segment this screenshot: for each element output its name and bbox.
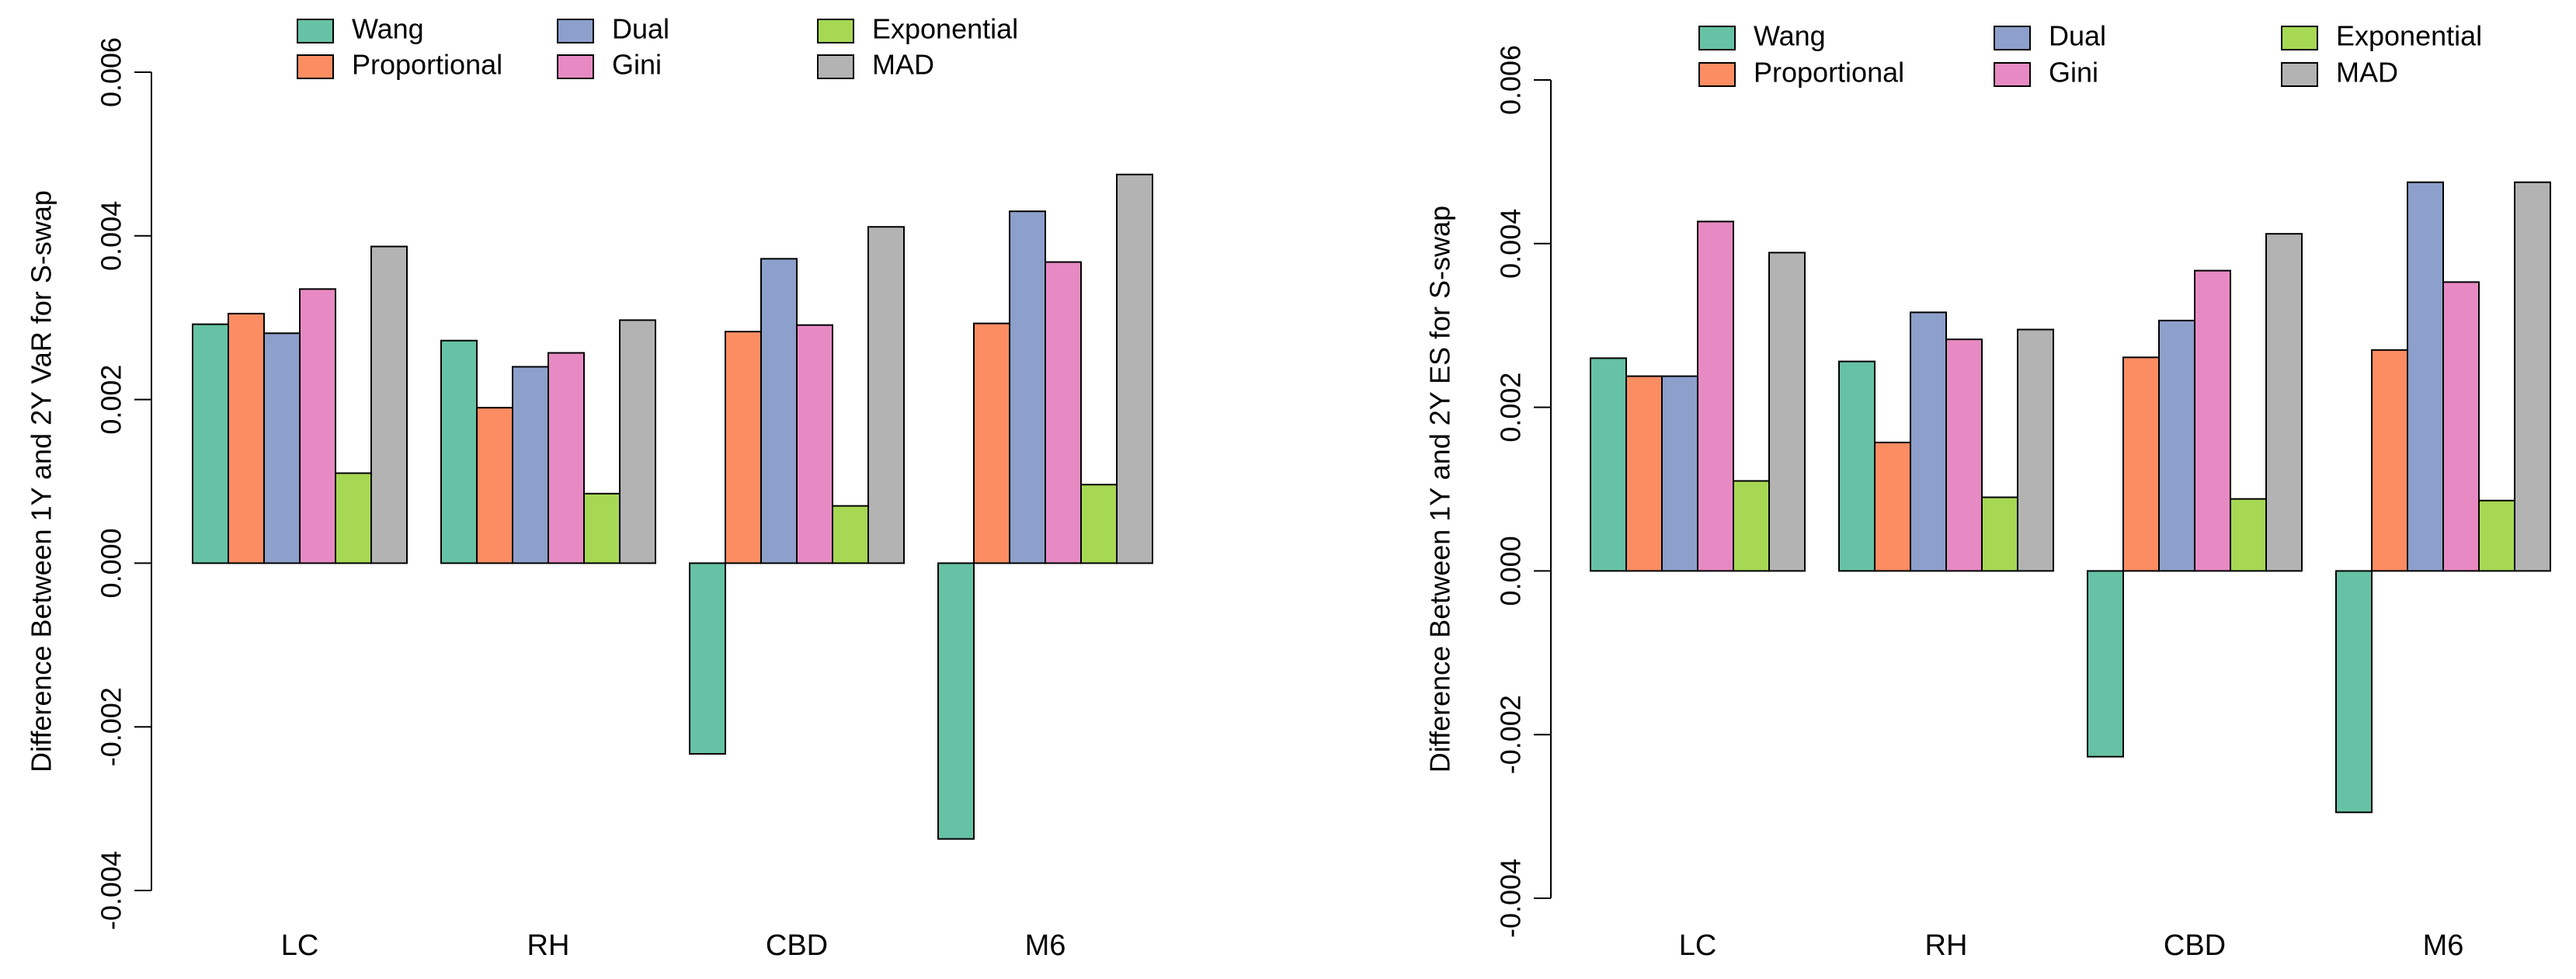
legend: Wang Dual Exponential Proportional Gini MAD (1698, 20, 2482, 89)
x-category-label: M6 (1025, 929, 1066, 962)
bar-exponential-lc (335, 472, 372, 564)
bar-dual-lc (1661, 375, 1698, 572)
legend-swatch-gini (1994, 62, 2031, 87)
x-category-label: LC (1679, 929, 1717, 962)
bar-mad-m6 (2514, 181, 2551, 572)
bar-dual-cbd (2158, 319, 2195, 572)
bar-mad-cbd (867, 226, 905, 564)
legend-swatch-exponential (2281, 26, 2318, 50)
bar-gini-rh (548, 352, 585, 564)
bar-dual-cbd (760, 258, 798, 564)
legend-swatch-gini (557, 54, 594, 79)
bar-exponential-rh (583, 492, 621, 564)
var-chart-panel: -0.004 -0.002 0.000 0.002 0.004 0.006 Differen… (26, 13, 1153, 962)
bar-gini-m6 (2442, 281, 2480, 572)
bar-proportional-lc (1625, 375, 1663, 572)
x-category-label: CBD (766, 929, 828, 962)
legend-swatch-proportional (297, 54, 334, 79)
x-category-label: M6 (2423, 929, 2464, 962)
y-axis-title: Difference Between 1Y and 2Y ES for S-sw… (1424, 206, 1456, 772)
x-category-label: RH (527, 929, 570, 962)
legend-swatch-mad (2281, 62, 2318, 87)
y-tick-label: -0.004 (1495, 859, 1527, 938)
legend-label-dual: Dual (612, 13, 669, 45)
legend-label-mad: MAD (2336, 57, 2398, 89)
bar-gini-cbd (796, 324, 833, 564)
x-category-label: RH (1925, 929, 1968, 962)
x-category-label: LC (281, 929, 319, 962)
legend-label-proportional: Proportional (352, 49, 502, 81)
legend-label-mad: MAD (872, 49, 934, 81)
bar-proportional-cbd (725, 331, 762, 564)
legend: Wang Dual Exponential Proportional Gini MAD (297, 13, 1018, 81)
y-tick-label: 0.004 (96, 201, 127, 271)
bar-wang-rh (1838, 360, 1876, 572)
legend-label-exponential: Exponential (872, 13, 1018, 45)
legend-label-exponential: Exponential (2336, 20, 2482, 52)
legend-label-gini: Gini (2049, 57, 2098, 89)
bar-exponential-rh (1981, 496, 2018, 572)
legend-swatch-wang (1698, 26, 1736, 50)
y-tick-label: 0.000 (96, 528, 127, 598)
legend-swatch-exponential (817, 19, 854, 43)
bar-dual-rh (1910, 311, 1947, 572)
x-category-label: CBD (2164, 929, 2226, 962)
bar-wang-m6 (937, 562, 975, 840)
bar-proportional-m6 (973, 322, 1010, 564)
bar-proportional-lc (228, 312, 265, 564)
bar-dual-lc (263, 332, 301, 564)
bar-exponential-m6 (1080, 484, 1118, 564)
bar-mad-rh (2017, 328, 2054, 572)
bar-wang-lc (1590, 357, 1627, 572)
y-tick-label: 0.000 (1495, 536, 1527, 606)
legend-swatch-wang (297, 19, 334, 43)
bar-exponential-lc (1733, 480, 1770, 572)
bar-gini-rh (1945, 338, 1983, 572)
bar-dual-m6 (1009, 210, 1046, 564)
y-axis-title: Difference Between 1Y and 2Y VaR for S-s… (26, 190, 57, 772)
bar-gini-cbd (2194, 269, 2231, 572)
bar-wang-m6 (2335, 570, 2373, 814)
y-tick-label: 0.002 (96, 365, 127, 435)
legend-swatch-proportional (1698, 62, 1736, 87)
legend-label-wang: Wang (1754, 20, 1826, 52)
es-chart-panel: -0.004 -0.002 0.000 0.002 0.004 0.006 Differen… (1424, 20, 2551, 962)
y-tick-label: 0.006 (1495, 45, 1527, 115)
bar-wang-cbd (689, 562, 726, 755)
bar-exponential-cbd (832, 505, 869, 564)
bar-gini-lc (299, 288, 336, 564)
bar-exponential-m6 (2478, 499, 2515, 572)
y-tick-label: 0.006 (96, 37, 127, 107)
legend-label-gini: Gini (612, 49, 662, 81)
bar-gini-lc (1697, 220, 1734, 572)
bar-exponential-cbd (2230, 498, 2267, 572)
bar-proportional-rh (1874, 441, 1911, 572)
bar-mad-rh (619, 319, 656, 564)
bar-mad-lc (1768, 252, 1806, 572)
y-tick-label: 0.002 (1495, 373, 1527, 443)
bar-gini-m6 (1045, 261, 1082, 564)
bar-wang-lc (192, 323, 229, 564)
legend-label-wang: Wang (352, 13, 424, 45)
bar-wang-rh (440, 339, 478, 564)
bar-wang-cbd (2087, 570, 2124, 758)
bar-proportional-m6 (2371, 349, 2408, 572)
bar-mad-m6 (1116, 173, 1153, 564)
bar-mad-cbd (2265, 233, 2303, 572)
legend-swatch-dual (557, 19, 594, 43)
bar-proportional-cbd (2122, 356, 2160, 572)
legend-label-dual: Dual (2049, 20, 2106, 52)
y-tick-label: -0.004 (96, 851, 127, 930)
legend-swatch-mad (817, 54, 854, 79)
bar-dual-rh (512, 366, 549, 564)
legend-label-proportional: Proportional (1754, 57, 1904, 89)
bar-dual-m6 (2407, 181, 2444, 572)
y-tick-label: 0.004 (1495, 209, 1527, 279)
y-tick-label: -0.002 (96, 687, 127, 766)
bar-mad-lc (370, 245, 408, 564)
legend-swatch-dual (1994, 26, 2031, 50)
bar-proportional-rh (476, 407, 513, 564)
y-tick-label: -0.002 (1495, 695, 1527, 774)
